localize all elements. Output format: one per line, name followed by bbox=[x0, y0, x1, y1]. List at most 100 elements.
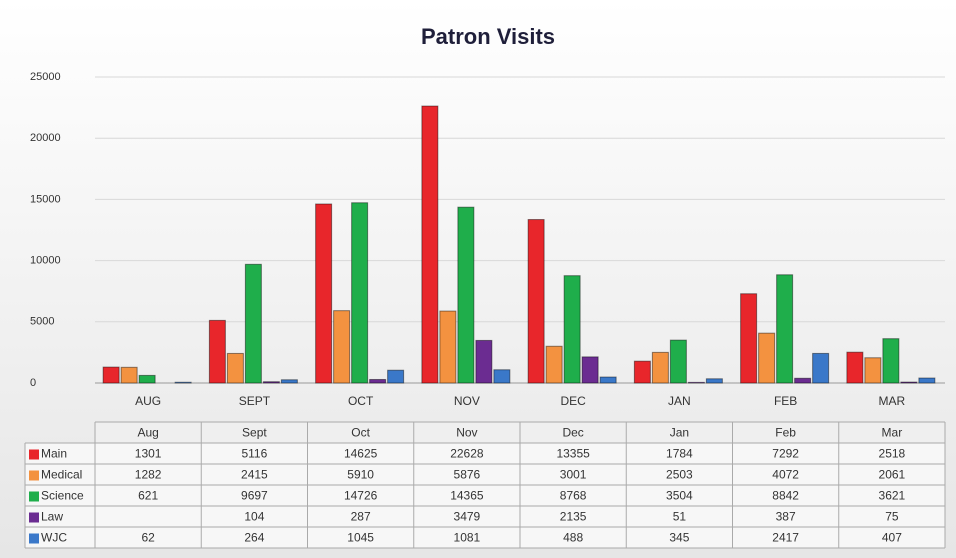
table-cell: 62 bbox=[141, 531, 155, 545]
table-cell: 1081 bbox=[454, 531, 481, 545]
table-cell: 8768 bbox=[560, 489, 587, 503]
bar bbox=[864, 357, 882, 384]
table-cell: 51 bbox=[673, 510, 687, 524]
table-body bbox=[25, 443, 945, 548]
x-tick-label: NOV bbox=[454, 394, 480, 408]
table-cell: 488 bbox=[563, 531, 583, 545]
table-cell: 2503 bbox=[666, 468, 693, 482]
table-cell: 387 bbox=[776, 510, 796, 524]
table-cell: 3504 bbox=[666, 489, 693, 503]
table-cell: 8842 bbox=[772, 489, 799, 503]
table-cell: 407 bbox=[882, 531, 902, 545]
bar bbox=[740, 293, 758, 384]
bar bbox=[174, 381, 192, 384]
legend-swatch bbox=[29, 512, 39, 523]
table-header: Nov bbox=[456, 426, 477, 440]
table-cell: 2417 bbox=[772, 531, 799, 545]
table-cell: 5116 bbox=[241, 447, 267, 461]
bar bbox=[918, 377, 936, 384]
bar bbox=[651, 351, 669, 384]
bar bbox=[812, 352, 830, 384]
bar bbox=[351, 202, 369, 384]
bar bbox=[599, 376, 617, 384]
table-cell: 14726 bbox=[344, 489, 378, 503]
bar bbox=[846, 351, 864, 384]
legend-label: Law bbox=[41, 510, 63, 524]
bar bbox=[776, 274, 794, 384]
bar bbox=[545, 345, 563, 384]
table-cell: 2518 bbox=[879, 447, 906, 461]
bar bbox=[475, 339, 493, 384]
table-header: Feb bbox=[775, 426, 796, 440]
table-cell: 13355 bbox=[556, 447, 590, 461]
bar bbox=[102, 366, 120, 384]
bar bbox=[280, 379, 298, 384]
legend-label: WJC bbox=[41, 531, 67, 545]
table-cell: 1301 bbox=[135, 447, 162, 461]
table-cell: 4072 bbox=[772, 468, 799, 482]
legend-swatch bbox=[29, 533, 39, 544]
table-header: Jan bbox=[670, 426, 689, 440]
y-tick-label: 5000 bbox=[30, 316, 54, 328]
table-cell: 1784 bbox=[666, 447, 693, 461]
bar bbox=[758, 332, 776, 384]
legend-swatch bbox=[29, 491, 39, 502]
bar bbox=[387, 369, 405, 384]
x-tick-label: JAN bbox=[668, 394, 691, 408]
table-cell: 345 bbox=[669, 531, 689, 545]
bar bbox=[457, 206, 475, 384]
table-cell: 2135 bbox=[560, 510, 587, 524]
table-cell: 5910 bbox=[347, 468, 374, 482]
x-tick-label: AUG bbox=[135, 394, 161, 408]
y-tick-label: 15000 bbox=[30, 193, 61, 205]
x-tick-label: OCT bbox=[348, 394, 374, 408]
bar bbox=[208, 319, 226, 384]
legend-label: Main bbox=[41, 447, 67, 461]
table-cell: 2415 bbox=[241, 468, 268, 482]
bar bbox=[493, 369, 511, 384]
bar bbox=[705, 378, 723, 384]
bar bbox=[633, 360, 651, 384]
table-cell: 14625 bbox=[344, 447, 378, 461]
chart-title: Patron Visits bbox=[421, 24, 555, 49]
x-tick-label: DEC bbox=[560, 394, 586, 408]
bar bbox=[563, 275, 581, 384]
table-cell: 621 bbox=[138, 489, 158, 503]
legend-label: Medical bbox=[41, 468, 82, 482]
bar bbox=[527, 219, 545, 384]
bar bbox=[421, 105, 439, 384]
table-cell: 3621 bbox=[879, 489, 906, 503]
x-tick-label: MAR bbox=[879, 394, 906, 408]
bar bbox=[262, 381, 280, 384]
bar bbox=[669, 339, 687, 384]
legend-label: Science bbox=[41, 489, 84, 503]
y-tick-label: 25000 bbox=[30, 71, 61, 83]
table-cell: 3479 bbox=[454, 510, 481, 524]
table-header: Sept bbox=[242, 426, 267, 440]
table-header: Oct bbox=[351, 426, 370, 440]
legend-swatch bbox=[29, 449, 39, 460]
table-cell: 1282 bbox=[135, 468, 162, 482]
table-cell: 264 bbox=[244, 531, 264, 545]
table-cell: 104 bbox=[244, 510, 264, 524]
table-header: Dec bbox=[562, 426, 583, 440]
y-tick-label: 20000 bbox=[30, 132, 61, 144]
table-cell: 75 bbox=[885, 510, 899, 524]
bar bbox=[687, 381, 705, 384]
table-cell: 5876 bbox=[454, 468, 481, 482]
x-tick-label: FEB bbox=[774, 394, 797, 408]
legend-swatch bbox=[29, 470, 39, 481]
table-cell: 287 bbox=[351, 510, 371, 524]
table-cell: 22628 bbox=[450, 447, 484, 461]
bar bbox=[333, 310, 351, 384]
table-cell: 3001 bbox=[560, 468, 587, 482]
bar bbox=[581, 356, 599, 384]
table-cell: 7292 bbox=[772, 447, 799, 461]
bar bbox=[120, 366, 138, 384]
bar bbox=[138, 374, 156, 384]
bar bbox=[439, 310, 457, 384]
table-cell: 9697 bbox=[241, 489, 268, 503]
table-cell: 14365 bbox=[450, 489, 484, 503]
table-header: Aug bbox=[137, 426, 158, 440]
